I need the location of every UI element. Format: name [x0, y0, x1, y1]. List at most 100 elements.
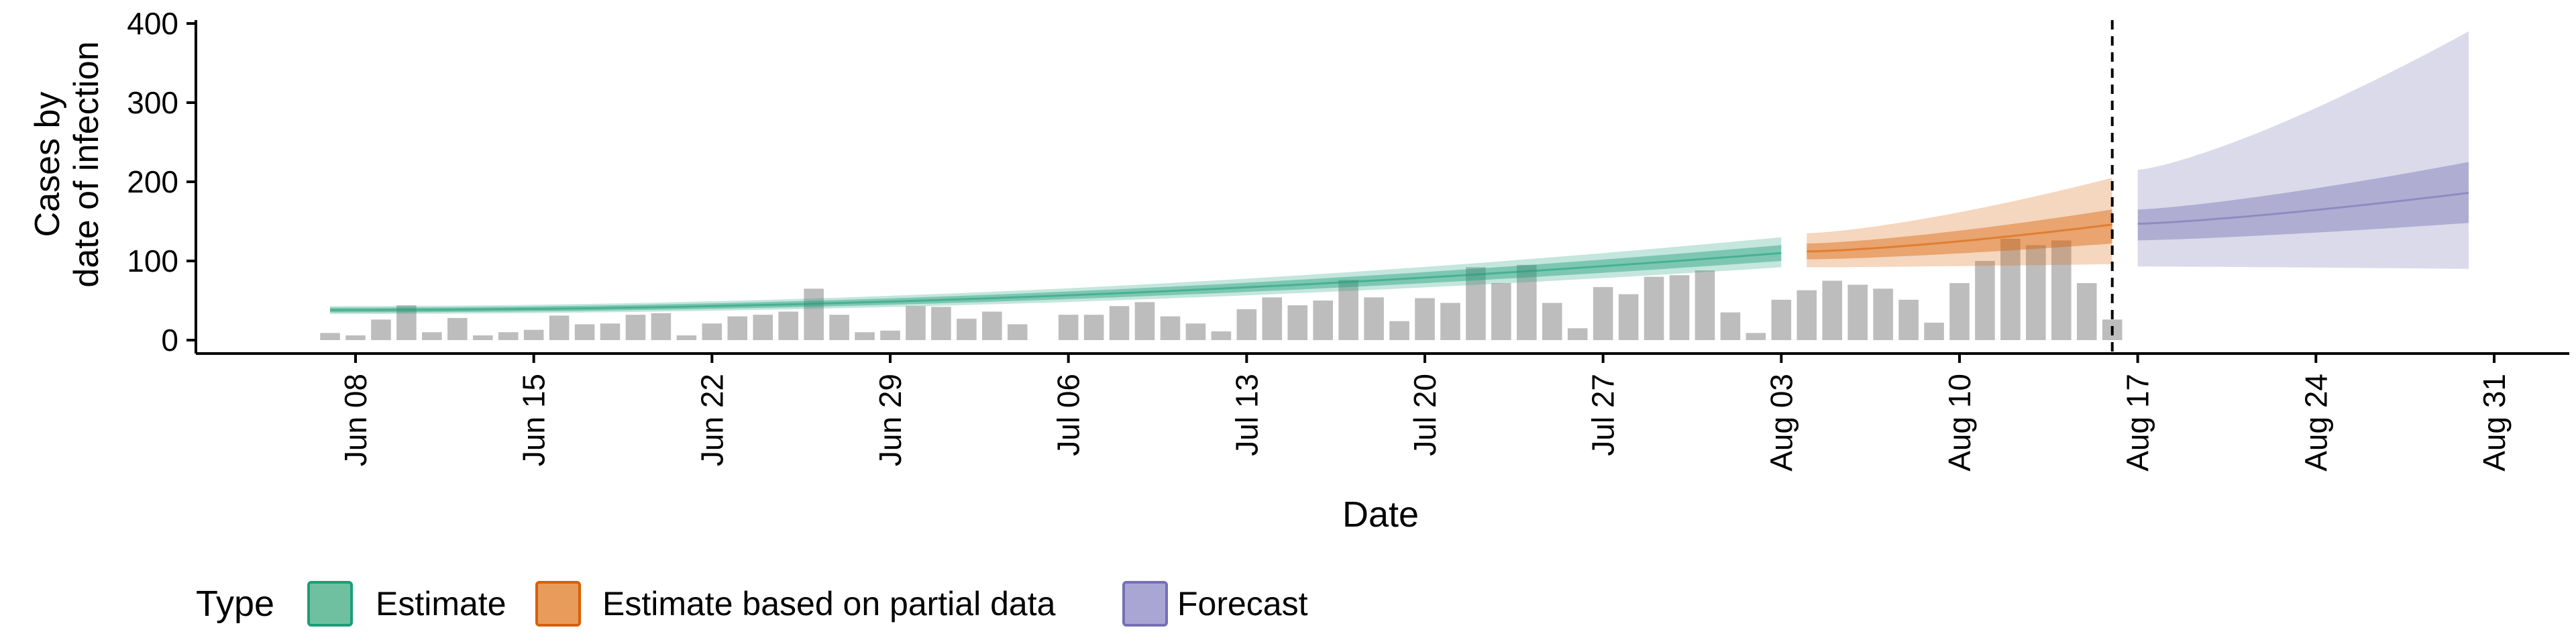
- y-axis: 0 100 200 300 400: [127, 6, 197, 358]
- case-bar: [1491, 283, 1511, 340]
- x-tick-label: Aug 31: [2477, 374, 2512, 472]
- case-bar: [906, 306, 926, 340]
- legend-label-2: Forecast: [1177, 585, 1308, 623]
- y-axis-title-line-2: date of infection: [67, 41, 106, 287]
- x-tick-label: Aug 03: [1764, 374, 1799, 472]
- case-bar: [523, 329, 544, 340]
- case-bar: [1287, 305, 1308, 340]
- x-tick-label: Jun 22: [694, 374, 729, 466]
- case-bar: [651, 313, 672, 340]
- legend-title: Type: [196, 584, 274, 624]
- case-bar: [1822, 280, 1843, 340]
- case-bar: [1389, 321, 1409, 340]
- case-bar: [702, 323, 722, 340]
- case-bar: [1796, 290, 1817, 340]
- x-tick-label: Jul 13: [1229, 374, 1264, 456]
- legend: Type Estimate Estimate based on partial d…: [196, 581, 1308, 627]
- case-bar: [727, 316, 748, 340]
- case-bar: [1618, 294, 1639, 340]
- band-center-2: [2137, 192, 2469, 225]
- case-bar: [753, 315, 773, 340]
- case-bar: [1236, 309, 1257, 340]
- case-bar: [1262, 297, 1283, 340]
- case-bar: [422, 332, 442, 340]
- case-bar: [625, 315, 646, 340]
- estimate-bands: [329, 31, 2469, 315]
- x-tick-label: Jun 15: [517, 374, 551, 466]
- case-bar: [1415, 298, 1435, 340]
- case-bar: [1924, 323, 1944, 340]
- case-bar: [1567, 328, 1588, 340]
- case-bar: [600, 323, 621, 340]
- band-outer-0: [330, 237, 1782, 315]
- case-bar: [447, 317, 468, 340]
- case-bar: [2051, 240, 2072, 340]
- case-bar: [549, 315, 570, 340]
- case-bar: [1313, 301, 1333, 340]
- case-bar: [1542, 303, 1562, 340]
- x-axis: Jun 08 Jun 15 Jun 22 Jun 29 Jul 06 Jul 13 Jul …: [196, 352, 2569, 472]
- case-bar: [574, 324, 595, 340]
- case-bar: [778, 311, 798, 340]
- observed-cases-bars: [320, 238, 2123, 340]
- x-tick-label: Aug 10: [1942, 374, 1977, 472]
- case-bar: [2076, 283, 2097, 340]
- x-tick-label: Jul 06: [1051, 374, 1086, 456]
- legend-key-1: [535, 581, 581, 627]
- band-center-1: [1807, 223, 2112, 253]
- case-bar: [1720, 312, 1741, 340]
- case-bar: [1593, 286, 1613, 340]
- case-bar: [1338, 280, 1358, 340]
- y-tick-label: 200: [127, 164, 178, 199]
- case-bar: [855, 332, 875, 340]
- legend-label-0: Estimate: [376, 585, 506, 623]
- case-bar: [1083, 315, 1104, 340]
- case-bar: [1466, 267, 1486, 340]
- case-bar: [2026, 245, 2046, 340]
- band-inner-0: [330, 245, 1782, 313]
- x-tick-label: Jun 08: [338, 374, 373, 466]
- x-axis-title: Date: [1342, 494, 1419, 535]
- case-bar: [396, 305, 417, 340]
- case-bar: [1949, 283, 1970, 340]
- band-outer-2: [2137, 31, 2469, 269]
- case-bar: [1211, 331, 1232, 340]
- case-bar: [1517, 264, 1537, 340]
- x-tick-label: Aug 24: [2298, 374, 2333, 472]
- case-bar: [320, 333, 340, 340]
- case-bar: [498, 332, 519, 340]
- legend-key-2: [1122, 581, 1168, 627]
- case-bar: [1364, 297, 1384, 340]
- y-tick-label: 300: [127, 85, 178, 120]
- case-bar: [1975, 261, 1995, 340]
- legend-key-0: [307, 581, 353, 627]
- case-bar: [472, 335, 493, 340]
- case-bar: [1007, 324, 1028, 340]
- case-bar: [880, 330, 900, 340]
- band-center-0: [329, 252, 1782, 311]
- case-bar: [804, 288, 824, 340]
- case-bar: [2000, 238, 2021, 340]
- case-bar: [957, 319, 977, 340]
- case-bar: [1440, 303, 1460, 340]
- case-bar: [1058, 315, 1079, 340]
- case-bar: [676, 335, 697, 340]
- case-bar: [1134, 302, 1155, 340]
- y-tick-label: 400: [127, 6, 178, 41]
- band-inner-2: [2137, 162, 2469, 241]
- y-axis-title-line-1: Cases by: [28, 92, 67, 237]
- case-bar: [1644, 276, 1664, 340]
- legend-label-1: Estimate based on partial data: [602, 585, 1056, 623]
- x-tick-label: Jun 29: [873, 374, 908, 466]
- case-bar: [829, 315, 849, 340]
- case-bar: [1669, 275, 1690, 340]
- case-bar: [1185, 323, 1206, 340]
- case-bar: [1847, 284, 1868, 340]
- band-outer-1: [1807, 178, 2112, 268]
- y-tick-label: 0: [161, 323, 178, 358]
- y-tick-label: 100: [127, 244, 178, 278]
- case-bar: [371, 319, 391, 340]
- case-bar: [345, 335, 366, 340]
- x-tick-label: Jul 27: [1586, 374, 1621, 456]
